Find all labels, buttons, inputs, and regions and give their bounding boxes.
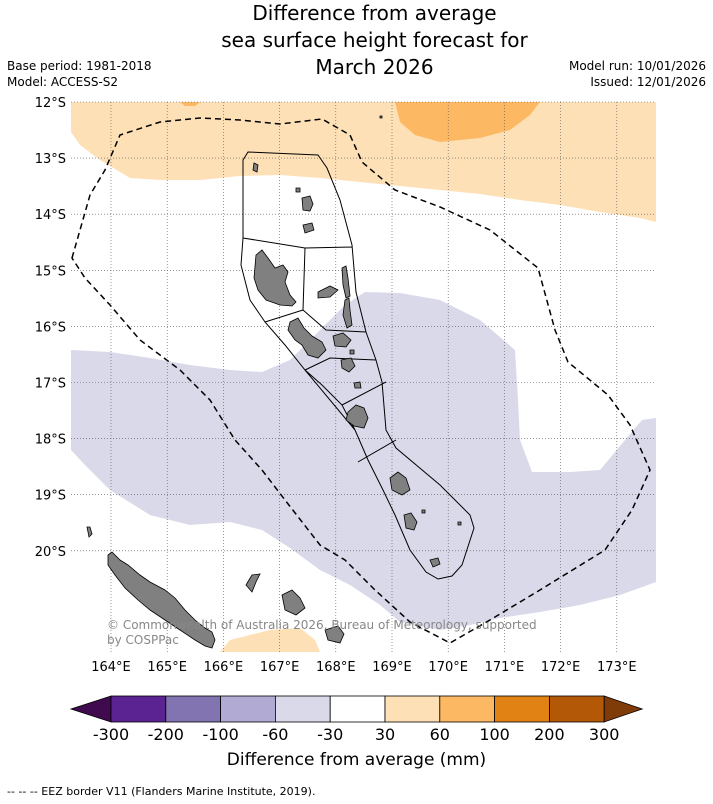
- colorbar-swatch: [549, 695, 605, 723]
- longitude-label: 173°E: [597, 660, 637, 675]
- anomaly-30-60-north: [71, 102, 656, 222]
- longitude-label: 170°E: [428, 660, 468, 675]
- colorbar: [69, 695, 644, 723]
- island-ambrym: [332, 332, 352, 348]
- island-tanna: [403, 512, 418, 531]
- island-aneityum: [429, 557, 441, 568]
- latitude-label: 14°S: [35, 208, 66, 223]
- title-line-1: Difference from average: [252, 1, 497, 25]
- islands: [86, 115, 462, 649]
- latitude-label: 15°S: [35, 264, 66, 279]
- latitude-label: 18°S: [35, 433, 66, 448]
- island-banks-1: [301, 195, 314, 212]
- anomaly-fields: [71, 102, 656, 652]
- island-new-caledonia: [107, 551, 216, 649]
- island-epi: [340, 357, 356, 373]
- colorbar-tick-label: -300: [92, 725, 130, 744]
- island-maewo: [341, 265, 351, 299]
- longitude-label: 172°E: [541, 660, 581, 675]
- colorbar-swatch: [220, 695, 276, 723]
- colorbar-title: Difference from average (mm): [226, 750, 487, 770]
- colorbar-tick-label: 100: [479, 725, 510, 744]
- longitude-label: 167°E: [260, 660, 300, 675]
- island-torres: [252, 162, 259, 173]
- island-mare: [324, 625, 345, 644]
- latitude-label: 20°S: [35, 545, 66, 560]
- copyright-line-2: by COSPPac: [107, 633, 179, 647]
- island-paama: [349, 349, 355, 355]
- longitude-labels: 164°E 165°E 166°E 167°E 168°E 169°E 170°E 171°E…: [91, 660, 636, 675]
- anomaly-30-60-south: [220, 628, 320, 652]
- island-tongoa: [353, 381, 362, 389]
- island-ambae: [317, 285, 339, 299]
- meta-right: Model run: 10/01/2026 Issued: 12/01/2026: [569, 58, 706, 90]
- island-futuna: [457, 521, 462, 526]
- colorbar-swatch: [274, 695, 331, 723]
- latitude-label: 19°S: [35, 489, 66, 504]
- colorbar-tick-label: 200: [534, 725, 565, 744]
- latitude-label: 13°S: [35, 152, 66, 167]
- island-aniwa: [421, 509, 426, 514]
- title-line-3: March 2026: [315, 55, 434, 79]
- island-banks-3: [295, 187, 301, 193]
- longitude-label: 169°E: [372, 660, 412, 675]
- colorbar-tick-label: 60: [429, 725, 450, 744]
- island-erromango: [389, 471, 411, 496]
- meta-left: Base period: 1981-2018 Model: ACCESS-S2: [7, 58, 152, 90]
- colorbar-swatch: [439, 695, 495, 723]
- anomaly-60-100-north: [395, 102, 540, 142]
- issued-date: Issued: 12/01/2026: [590, 75, 706, 89]
- island-malekula: [287, 317, 327, 359]
- colorbar-swatch: [329, 695, 386, 723]
- colorbar-tick-label: -30: [317, 725, 344, 744]
- colorbar-tick-label: 300: [588, 725, 620, 744]
- longitude-label: 171°E: [485, 660, 525, 675]
- colorbar-swatch: [110, 695, 167, 723]
- province-boundaries: [240, 151, 475, 580]
- longitude-label: 168°E: [316, 660, 356, 675]
- island-pentecost: [342, 297, 353, 329]
- island-efate: [345, 404, 369, 429]
- colorbar-extend-high: [603, 695, 644, 723]
- colorbar-swatch: [165, 695, 222, 723]
- island-lifou: [281, 589, 306, 616]
- island-banks-2: [302, 222, 315, 234]
- colorbar-tick-label: -60: [262, 725, 289, 744]
- map-title: Difference from average sea surface heig…: [0, 0, 713, 81]
- anomaly-60-100-small: [180, 102, 200, 106]
- colorbar-tick-label: 30: [374, 725, 396, 744]
- island-espiritu-santo: [253, 249, 297, 307]
- latitude-label: 16°S: [35, 320, 66, 335]
- colorbar-tick-label: -100: [202, 725, 239, 744]
- colorbar-tick-label: -200: [147, 725, 184, 744]
- model-run: Model run: 10/01/2026: [568, 59, 706, 73]
- colorbar-swatch: [384, 695, 441, 723]
- longitude-label: 164°E: [91, 660, 131, 675]
- model-name: Model: ACCESS-S2: [7, 75, 119, 89]
- colorbar-swatch: [494, 695, 550, 723]
- longitude-label: 165°E: [147, 660, 187, 675]
- latitude-label: 17°S: [35, 377, 66, 392]
- latitude-label: 12°S: [35, 96, 66, 111]
- longitude-label: 166°E: [204, 660, 244, 675]
- island-belep: [86, 526, 93, 538]
- base-period: Base period: 1981-2018: [7, 59, 152, 73]
- copyright-line-1: © Commonwealth of Australia 2026, Bureau…: [107, 618, 537, 632]
- eez-legend-note: -- -- -- EEZ border V11 (Flanders Marine…: [7, 785, 316, 798]
- latitude-labels: 12°S 13°S 14°S 15°S 16°S 17°S 18°S 19°S 20°S: [35, 96, 66, 560]
- colorbar-extend-low: [69, 695, 112, 723]
- title-line-2: sea surface height forecast for: [221, 28, 528, 52]
- island-walpole: [379, 115, 383, 119]
- island-ouvea: [245, 573, 261, 593]
- eez-border: [71, 117, 651, 644]
- anomaly-minus30-minus60-south: [71, 292, 656, 630]
